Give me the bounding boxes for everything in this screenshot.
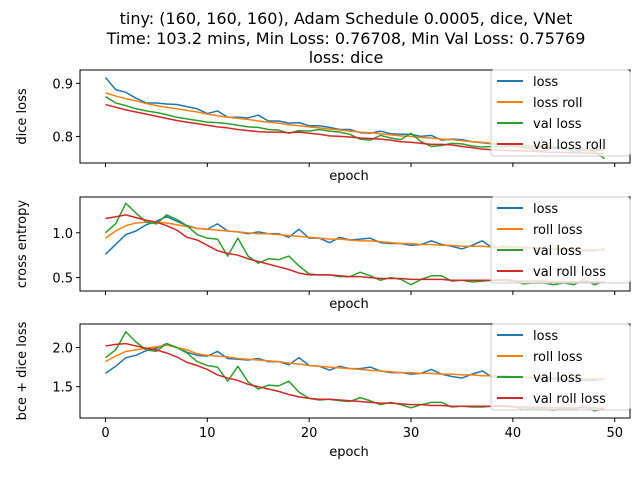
figure-title-line-2: Time: 103.2 mins, Min Loss: 0.76708, Min…: [106, 29, 586, 48]
legend-label: loss: [533, 329, 558, 344]
legend-label: roll loss: [533, 223, 583, 238]
chart-panel-2: 0.5 1.0 epoch cross entropy loss roll loss val…: [15, 196, 631, 312]
legend-label: val roll loss: [533, 265, 606, 280]
y-axis-label: dice loss: [15, 88, 30, 144]
legend-label: loss: [533, 75, 558, 90]
y-axis-label: bce + dice loss: [15, 321, 30, 420]
x-tick-label: 10: [199, 426, 216, 441]
y-tick-label: 2.0: [52, 342, 73, 357]
y-tick-label: 0.5: [52, 272, 73, 287]
x-tick-label: 40: [505, 426, 522, 441]
legend-label: val loss: [533, 371, 582, 386]
y-tick-label: 0.8: [52, 130, 73, 145]
legend-label: loss roll: [533, 96, 582, 111]
figure-title-line-1: tiny: (160, 160, 160), Adam Schedule 0.0…: [120, 9, 573, 28]
legend-label: loss: [533, 202, 558, 217]
chart-panels: 0.8 0.9 epoch dice loss loss loss roll val los…: [15, 69, 631, 460]
legend-box: [490, 69, 631, 157]
y-tick-label: 1.0: [52, 227, 73, 242]
x-axis-label: epoch: [329, 445, 369, 460]
x-axis-label: epoch: [329, 169, 369, 184]
y-tick-label: 1.5: [52, 381, 73, 396]
legend-label: val roll loss: [533, 392, 606, 407]
legend-label: val loss roll: [533, 138, 606, 153]
x-tick-label: 30: [403, 426, 420, 441]
y-axis-label: cross entropy: [15, 200, 30, 288]
legend-label: roll loss: [533, 350, 583, 365]
chart-panel-1: 0.8 0.9 epoch dice loss loss loss roll val los…: [15, 69, 631, 184]
chart-panel-3: 1.5 2.0 0 10 20 30 40 50 epoch bce + dice loss los…: [15, 321, 631, 460]
legend-box: [490, 196, 631, 284]
legend-label: val loss: [533, 244, 582, 259]
legend-box: [490, 323, 631, 411]
x-tick-label: 0: [101, 426, 109, 441]
legend-label: val loss: [533, 117, 582, 132]
y-tick-label: 0.9: [52, 77, 73, 92]
x-tick-label: 20: [301, 426, 318, 441]
x-axis-label: epoch: [329, 297, 369, 312]
x-tick-label: 50: [606, 426, 623, 441]
figure-title-line-3: loss: dice: [309, 48, 384, 67]
